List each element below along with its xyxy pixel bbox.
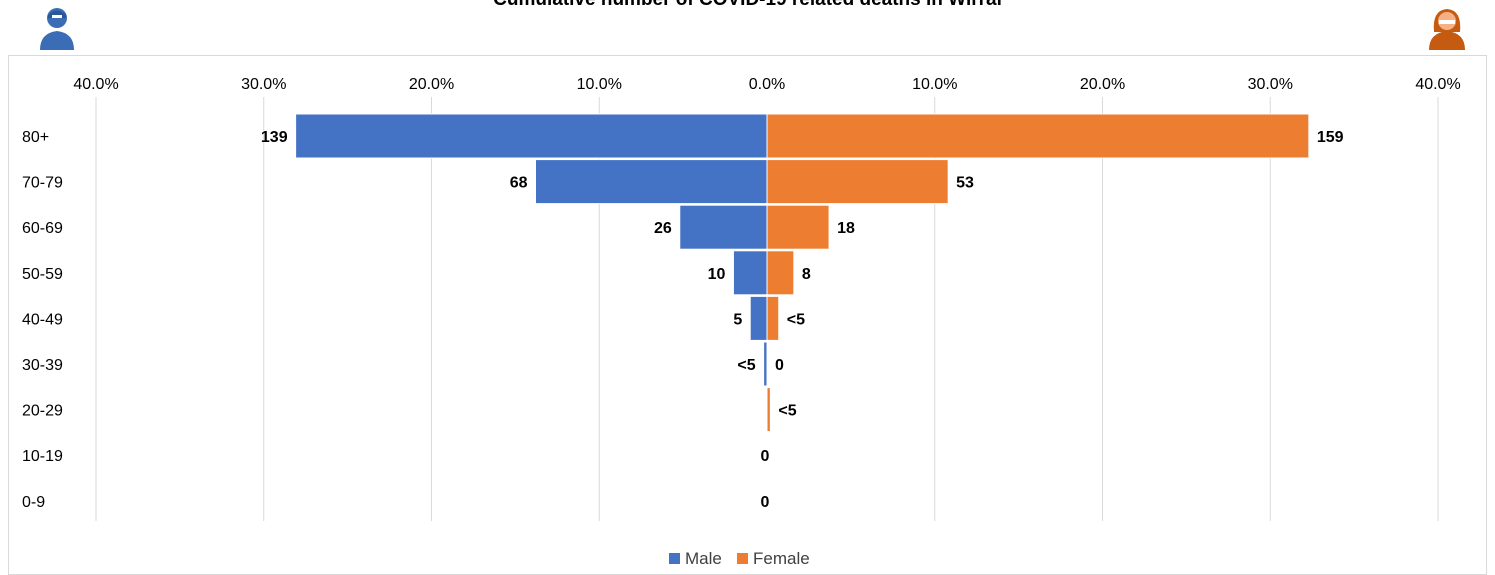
x-tick-label: 20.0% [1080,76,1125,93]
category-label: 20-29 [22,403,63,420]
male-bar [763,341,768,387]
female-bar [766,387,771,433]
male-data-label: 0 [761,448,770,465]
x-tick-label: 30.0% [241,76,286,93]
female-data-label: 0 [775,357,784,374]
female-bar [766,204,830,250]
category-label: 0-9 [22,494,45,511]
category-label: 80+ [22,129,49,146]
x-tick-label: 40.0% [73,76,118,93]
male-data-label: 10 [708,266,726,283]
male-data-label: 26 [654,220,672,237]
male-data-label: 5 [733,311,742,328]
female-data-label: <5 [787,311,805,328]
male-data-label: 68 [510,175,528,192]
legend-swatch-female [737,553,748,564]
category-label: 40-49 [22,311,63,328]
category-label: 50-59 [22,266,63,283]
female-bar [766,113,1310,159]
male-data-label: <5 [737,357,755,374]
female-data-label: 159 [1317,129,1344,146]
female-data-label: 18 [837,220,855,237]
x-tick-label: 0.0% [749,76,785,93]
chart-title: Cumulative number of COVID-19 related de… [0,0,1495,11]
female-bar [766,159,949,205]
category-label: 60-69 [22,220,63,237]
male-bar [732,250,768,296]
female-data-label: 8 [802,266,811,283]
category-label: 10-19 [22,448,63,465]
female-data-label: <5 [778,403,796,420]
legend-label-female: Female [753,549,810,568]
male-bar [295,113,768,159]
x-tick-label: 30.0% [1248,76,1293,93]
x-tick-label: 10.0% [912,76,957,93]
male-data-label: 139 [261,129,288,146]
female-data-label: 53 [956,175,974,192]
female-bar [766,250,795,296]
male-data-label: 0 [761,494,770,511]
male-bar [749,295,768,341]
x-tick-label: 10.0% [577,76,622,93]
x-tick-label: 40.0% [1415,76,1460,93]
category-label: 70-79 [22,175,63,192]
male-person-icon [40,8,74,50]
legend-swatch-male [669,553,680,564]
male-bar [535,159,768,205]
female-person-icon [1429,9,1465,50]
male-bar [679,204,768,250]
female-bar [766,295,780,341]
legend-label-male: Male [685,549,722,568]
category-label: 30-39 [22,357,63,374]
x-tick-label: 20.0% [409,76,454,93]
